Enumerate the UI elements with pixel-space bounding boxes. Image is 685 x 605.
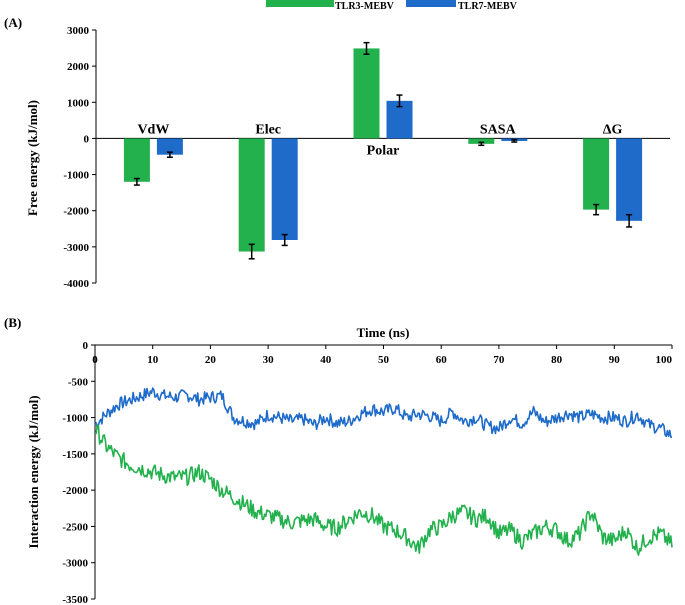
bar-chart: 3000 2000 1000 0 -1000 -2000 -3000 -4000 VdW Elec… (63, 25, 670, 290)
y-tick-label: -2500 (62, 521, 88, 533)
bar (616, 138, 643, 221)
bar (583, 138, 610, 210)
legend-swatch-tlr3 (266, 0, 334, 7)
x-tick-label: 30 (263, 354, 275, 366)
bar (156, 138, 183, 155)
y-tick-label: 0 (84, 133, 90, 145)
y-tick-label: -4000 (63, 278, 89, 290)
y-tick-label: -1000 (63, 170, 89, 182)
y-tick-label: 0 (83, 340, 89, 352)
x-tick-label: 0 (92, 354, 98, 366)
y-tick-label: -2000 (63, 206, 89, 218)
panel-b-xlabel: Time (ns) (357, 325, 410, 340)
y-tick-label: -500 (68, 376, 89, 388)
category-label: Polar (367, 143, 400, 158)
category-label: SASA (480, 122, 517, 137)
panel-a-ylabel: Free energy (kJ/mol) (25, 100, 40, 216)
bar (271, 138, 298, 240)
series-line-green (94, 424, 673, 556)
bar (468, 138, 495, 144)
panel-b-label: (B) (4, 315, 21, 330)
category-label: Elec (255, 122, 281, 137)
x-tick-label: 80 (551, 354, 563, 366)
y-tick-label: -3000 (63, 242, 89, 254)
legend-label-tlr3: TLR3-MEBV (335, 1, 395, 12)
x-tick-label: 50 (378, 354, 390, 366)
bar (123, 138, 150, 182)
y-tick-label: 2000 (67, 61, 90, 73)
bar (353, 48, 380, 139)
y-tick-label: -3500 (62, 594, 88, 605)
panel-b-ylabel: Interaction energy (kJ/mol) (26, 395, 41, 548)
x-tick-label: 40 (320, 354, 332, 366)
y-tick-label: -2000 (62, 485, 88, 497)
x-tick-label: 10 (147, 354, 159, 366)
x-tick-label: 20 (205, 354, 217, 366)
y-tick-label: -1500 (62, 449, 88, 461)
y-tick-label: 3000 (67, 25, 90, 37)
x-tick-label: 60 (436, 354, 448, 366)
y-tick-label: -1000 (62, 413, 88, 425)
x-tick-label: 100 (656, 354, 673, 366)
y-tick-label: -3000 (62, 558, 88, 570)
y-tick-label: 1000 (67, 97, 90, 109)
legend: TLR3-MEBV TLR7-MEBV (266, 0, 518, 12)
panel-a-label: (A) (4, 15, 22, 30)
legend-swatch-tlr7 (406, 0, 456, 7)
x-tick-label: 70 (493, 354, 505, 366)
bar (238, 138, 265, 252)
category-label: ΔG (603, 122, 623, 137)
category-label: VdW (137, 122, 169, 137)
x-tick-label: 90 (609, 354, 621, 366)
legend-label-tlr7: TLR7-MEBV (458, 1, 518, 12)
series-line-blue (94, 387, 673, 438)
